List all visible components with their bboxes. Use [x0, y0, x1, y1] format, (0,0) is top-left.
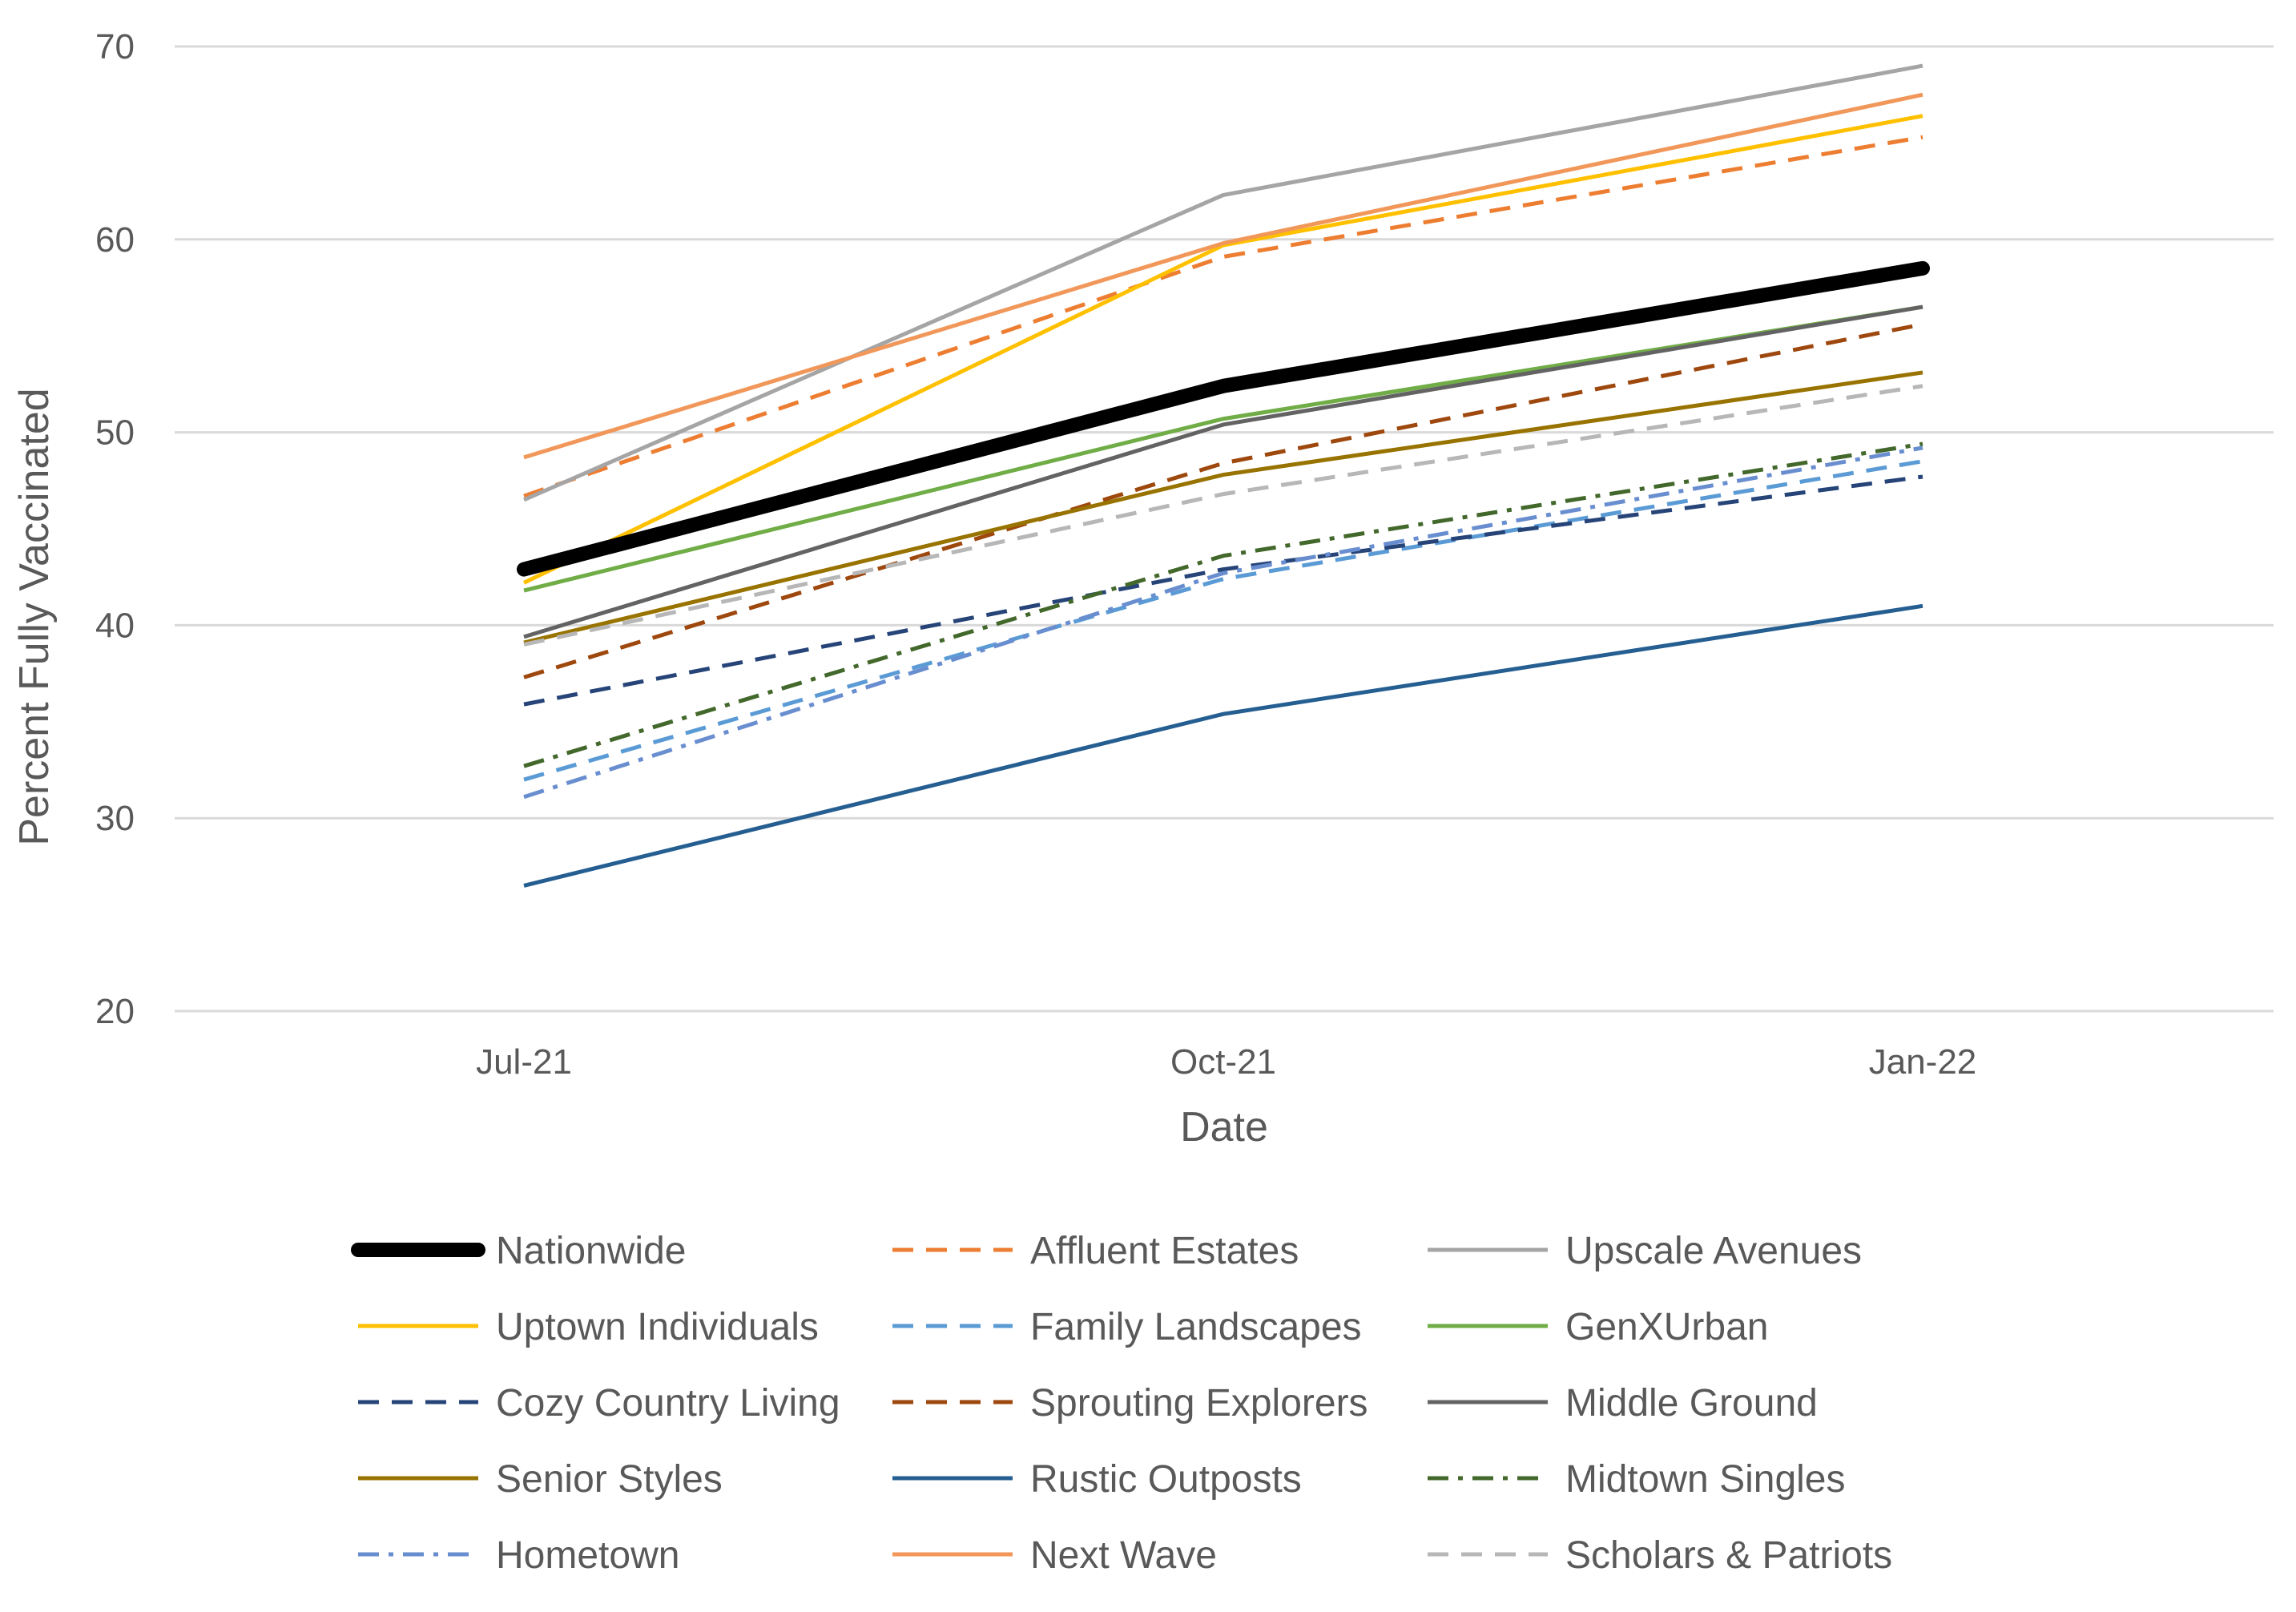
- legend-item: Senior Styles: [358, 1458, 723, 1501]
- legend-item: Cozy Country Living: [358, 1382, 840, 1425]
- legend-item: Rustic Outposts: [892, 1458, 1302, 1501]
- legend: Nationwide Affluent Estates Upscale Avenue…: [351, 1230, 1892, 1577]
- series-line: [523, 445, 1923, 800]
- y-axis-ticks: 20 30 40 50 60 70: [95, 27, 135, 1031]
- y-tick-label: 50: [95, 413, 135, 453]
- legend-label: Senior Styles: [496, 1458, 723, 1501]
- x-axis-ticks: Jul-21 Oct-21 Jan-22: [476, 1042, 1976, 1082]
- legend-label: Uptown Individuals: [496, 1306, 819, 1348]
- legend-label: Nationwide: [496, 1230, 686, 1272]
- legend-label: Scholars & Patriots: [1565, 1534, 1892, 1577]
- legend-item: Uptown Individuals: [358, 1306, 819, 1348]
- legend-label: Cozy Country Living: [496, 1382, 840, 1425]
- series-line: [523, 135, 1923, 498]
- legend-item: Sprouting Explorers: [892, 1382, 1368, 1425]
- y-tick-label: 20: [95, 992, 135, 1031]
- legend-item: Upscale Avenues: [1428, 1230, 1862, 1272]
- x-axis-title: Date: [1180, 1104, 1268, 1151]
- legend-item: Nationwide: [351, 1230, 686, 1272]
- gridlines: [175, 45, 2274, 1013]
- series-line: [523, 441, 1923, 768]
- legend-label: Affluent Estates: [1030, 1230, 1299, 1272]
- series-lines: [517, 63, 1930, 888]
- series-line: [523, 459, 1923, 782]
- x-tick-label: Jan-22: [1869, 1042, 1977, 1082]
- legend-item: Middle Ground: [1428, 1382, 1818, 1425]
- series-line: [523, 370, 1923, 645]
- series-line: [523, 63, 1923, 502]
- legend-label: GenXUrban: [1565, 1306, 1768, 1348]
- y-tick-label: 40: [95, 606, 135, 645]
- series-line: [523, 603, 1923, 888]
- series-line: [523, 304, 1923, 639]
- legend-item: Family Landscapes: [892, 1306, 1362, 1348]
- series-line: [523, 304, 1923, 593]
- y-axis-title: Percent Fully Vaccinated: [11, 388, 58, 845]
- legend-label: Rustic Outposts: [1030, 1458, 1302, 1501]
- legend-item: Next Wave: [892, 1534, 1217, 1577]
- y-tick-label: 70: [95, 27, 135, 66]
- legend-label: Upscale Avenues: [1565, 1230, 1862, 1272]
- legend-item: Midtown Singles: [1428, 1458, 1846, 1501]
- legend-label: Next Wave: [1030, 1534, 1217, 1577]
- x-tick-label: Oct-21: [1170, 1042, 1276, 1082]
- legend-label: Middle Ground: [1565, 1382, 1818, 1425]
- legend-item: Scholars & Patriots: [1428, 1534, 1892, 1577]
- legend-label: Sprouting Explorers: [1030, 1382, 1368, 1425]
- series-line: [523, 474, 1923, 707]
- legend-item: Affluent Estates: [892, 1230, 1299, 1272]
- legend-label: Family Landscapes: [1030, 1306, 1362, 1348]
- y-tick-label: 60: [95, 220, 135, 260]
- series-line: [517, 260, 1930, 577]
- series-line: [523, 322, 1923, 679]
- x-tick-label: Jul-21: [476, 1042, 572, 1082]
- legend-item: GenXUrban: [1428, 1306, 1768, 1348]
- legend-label: Hometown: [496, 1534, 679, 1577]
- series-line: [523, 384, 1923, 647]
- legend-label: Midtown Singles: [1565, 1458, 1846, 1501]
- legend-item: Hometown: [358, 1534, 679, 1577]
- y-tick-label: 30: [95, 799, 135, 838]
- series-line: [523, 92, 1923, 460]
